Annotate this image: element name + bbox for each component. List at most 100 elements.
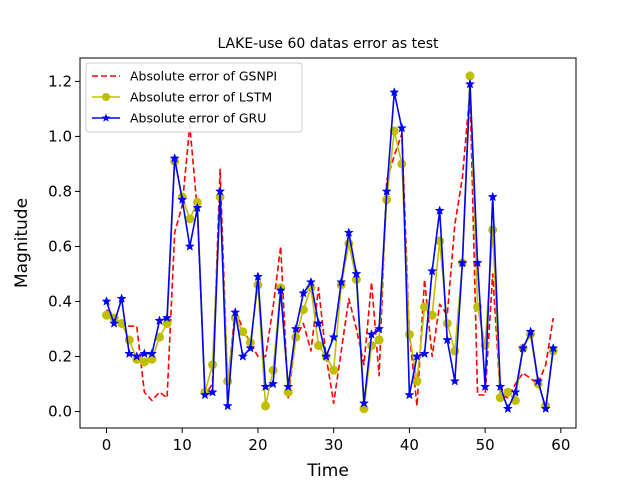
x-tick-label: 10 bbox=[173, 436, 192, 454]
data-point-gru bbox=[154, 315, 165, 326]
data-point-gru bbox=[215, 186, 226, 196]
y-tick-label: 1.0 bbox=[48, 127, 72, 145]
series-layer bbox=[101, 71, 559, 414]
series-gsnpi bbox=[106, 88, 555, 407]
data-point-gru bbox=[351, 268, 362, 279]
data-point-lstm bbox=[465, 71, 475, 81]
data-point-gru bbox=[366, 329, 377, 339]
data-point-gru bbox=[517, 342, 529, 353]
data-point-gru bbox=[275, 285, 286, 295]
y-tick-label: 1.2 bbox=[48, 72, 72, 90]
data-point-gru bbox=[404, 389, 415, 400]
data-point-gru bbox=[449, 375, 460, 386]
data-point-gru bbox=[419, 348, 430, 359]
legend-marker-lstm bbox=[102, 93, 110, 101]
legend-box bbox=[85, 62, 303, 133]
y-tick-label: 0.6 bbox=[48, 237, 72, 255]
data-point-gru bbox=[305, 276, 317, 287]
data-point-lstm bbox=[359, 404, 369, 414]
data-point-gru bbox=[109, 318, 120, 328]
data-point-gru bbox=[237, 351, 248, 361]
x-tick-label: 20 bbox=[248, 436, 267, 454]
data-point-gru bbox=[124, 348, 135, 359]
data-point-gru bbox=[260, 381, 271, 392]
data-point-gru bbox=[343, 227, 354, 237]
legend-label-lstm: Absolute error of LSTM bbox=[130, 90, 272, 105]
data-point-gru bbox=[533, 375, 544, 386]
data-point-lstm bbox=[412, 376, 422, 386]
data-point-gru bbox=[192, 202, 203, 213]
data-point-gru bbox=[411, 351, 423, 361]
data-point-gru bbox=[207, 386, 218, 397]
data-point-gru bbox=[199, 389, 210, 400]
data-point-lstm bbox=[261, 401, 271, 411]
data-point-gru bbox=[268, 378, 279, 389]
data-point-gru bbox=[298, 287, 309, 298]
data-point-lstm bbox=[185, 214, 195, 224]
data-point-gru bbox=[381, 186, 392, 196]
x-tick-label: 0 bbox=[102, 436, 112, 454]
data-point-gru bbox=[427, 265, 438, 276]
data-point-gru bbox=[336, 276, 347, 287]
data-point-gru bbox=[328, 331, 339, 342]
data-point-gru bbox=[472, 257, 483, 268]
data-point-lstm bbox=[102, 310, 112, 320]
data-point-lstm bbox=[268, 365, 278, 375]
legend-label-gsnpi: Absolute error of GSNPI bbox=[130, 69, 277, 84]
data-point-gru bbox=[252, 271, 264, 281]
data-point-gru bbox=[146, 348, 157, 359]
data-point-lstm bbox=[238, 327, 248, 337]
data-point-lstm bbox=[488, 225, 498, 235]
data-point-gru bbox=[396, 122, 407, 133]
data-point-gru bbox=[502, 403, 513, 414]
data-point-lstm bbox=[397, 159, 407, 169]
data-point-gru bbox=[525, 326, 536, 337]
y-tick-label: 0.0 bbox=[48, 402, 72, 420]
data-point-lstm bbox=[404, 329, 414, 339]
data-point-lstm bbox=[208, 360, 218, 370]
series-line-gsnpi bbox=[106, 88, 555, 407]
data-point-gru bbox=[162, 312, 173, 323]
data-point-lstm bbox=[139, 357, 149, 367]
data-point-gru bbox=[457, 257, 468, 268]
data-point-gru bbox=[464, 78, 476, 89]
y-tick-label: 0.2 bbox=[48, 347, 72, 365]
data-point-gru bbox=[313, 318, 324, 328]
data-point-gru bbox=[374, 323, 385, 334]
data-point-gru bbox=[548, 342, 559, 353]
plot-frame bbox=[79, 57, 577, 429]
data-point-gru bbox=[230, 307, 241, 317]
data-point-lstm bbox=[162, 318, 172, 328]
legend: Absolute error of GSNPI Absolute error of… bbox=[85, 62, 303, 133]
chart-title: LAKE-use 60 datas error as test bbox=[217, 36, 439, 52]
data-point-gru bbox=[184, 241, 195, 251]
data-point-gru bbox=[442, 334, 453, 345]
data-point-gru bbox=[116, 293, 127, 304]
y-tick-label: 0.8 bbox=[48, 182, 72, 200]
data-point-gru bbox=[169, 153, 180, 163]
series-line-gru bbox=[105, 83, 555, 410]
x-tick-label: 50 bbox=[476, 436, 495, 454]
data-point-lstm bbox=[283, 387, 293, 397]
data-point-gru bbox=[290, 323, 301, 334]
x-tick-label: 30 bbox=[324, 436, 343, 454]
data-point-gru bbox=[487, 191, 498, 202]
data-point-gru bbox=[101, 296, 112, 306]
data-point-gru bbox=[321, 351, 332, 361]
data-point-gru bbox=[177, 194, 188, 204]
data-point-gru bbox=[510, 386, 521, 397]
data-point-lstm bbox=[367, 340, 377, 350]
data-point-gru bbox=[245, 342, 256, 353]
legend-label-gru: Absolute error of GRU bbox=[130, 111, 266, 126]
data-point-gru bbox=[389, 87, 400, 97]
x-axis-label: Time bbox=[306, 461, 349, 480]
data-point-gru bbox=[358, 397, 370, 408]
y-tick-label: 0.4 bbox=[48, 292, 72, 310]
x-tick-label: 60 bbox=[551, 436, 570, 454]
series-gru bbox=[101, 78, 559, 414]
data-point-lstm bbox=[314, 340, 324, 350]
data-point-gru bbox=[540, 403, 551, 414]
data-point-lstm bbox=[503, 387, 513, 397]
data-point-lstm bbox=[147, 354, 157, 364]
